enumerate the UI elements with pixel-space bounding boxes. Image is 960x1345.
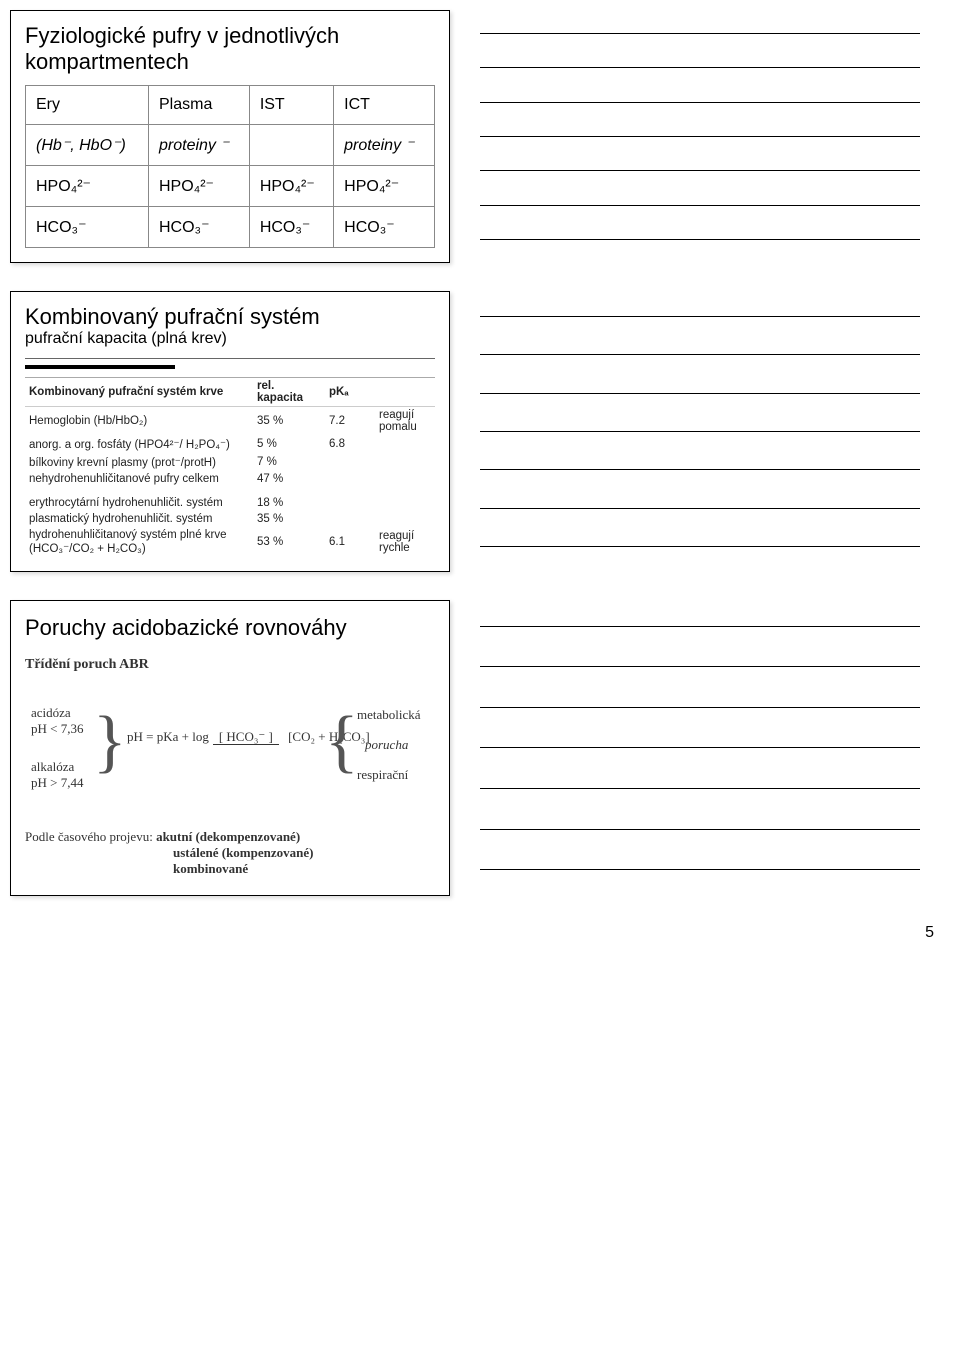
panel1-title: Fyziologické pufry v jednotlivých kompar… <box>25 23 435 75</box>
page-number: 5 <box>10 924 950 942</box>
panel2-subtitle: pufrační kapacita (plná krev) <box>25 330 435 348</box>
table-row: bílkoviny krevní plasmy (prot⁻/protH) 7 … <box>25 453 435 471</box>
th-ict: ICT <box>334 86 435 125</box>
panel3-title: Poruchy acidobazické rovnováhy <box>25 615 435 641</box>
th-system: Kombinovaný pufrační systém krve <box>25 378 253 407</box>
panel-combined-buffer-system: Kombinovaný pufrační systém pufrační kap… <box>10 291 450 572</box>
eq-numerator: [ HCO₃⁻ ] <box>213 729 279 745</box>
notes-lines <box>480 10 920 263</box>
table-row: anorg. a org. fosfáty (HPO4²⁻/ H₂PO₄⁻) 5… <box>25 435 435 453</box>
row-panel-2: Kombinovaný pufrační systém pufrační kap… <box>10 291 950 572</box>
brace-right-icon: { <box>325 707 359 777</box>
label-acidoza: acidóza <box>31 705 71 721</box>
table-row: hydrohenuhličitanový systém plné krve (H… <box>25 527 435 557</box>
row-panel-1: Fyziologické pufry v jednotlivých kompar… <box>10 10 950 263</box>
th-note <box>375 378 435 407</box>
row-panel-3: Poruchy acidobazické rovnováhy Třídění p… <box>10 600 950 896</box>
footer-1: akutní (dekompenzované) <box>156 829 300 844</box>
th-ery: Ery <box>26 86 149 125</box>
table-row: plasmatický hydrohenuhličit. systém 35 % <box>25 511 435 527</box>
footer-label: Podle časového projevu: <box>25 829 153 844</box>
th-plasma: Plasma <box>149 86 250 125</box>
table-row: HCO₃⁻ HCO₃⁻ HCO₃⁻ HCO₃⁻ <box>26 207 435 248</box>
table-capacity: Kombinovaný pufrační systém krve rel. ka… <box>25 377 435 557</box>
table-row: HPO₄²⁻ HPO₄²⁻ HPO₄²⁻ HPO₄²⁻ <box>26 166 435 207</box>
brace-left-icon: } <box>93 707 127 777</box>
abr-heading: Třídění poruch ABR <box>25 657 149 673</box>
label-metabolicka: metabolická <box>357 707 421 723</box>
footer-2: ustálené (kompenzované) <box>173 845 313 861</box>
underline-bar <box>25 365 175 369</box>
table-row: (Hb⁻, HbO⁻) proteiny ⁻ proteiny ⁻ <box>26 125 435 166</box>
table-row: Hemoglobin (Hb/HbO₂) 35 % 7.2 reagují po… <box>25 407 435 436</box>
footer-3: kombinované <box>173 861 248 877</box>
panel-physiological-buffers: Fyziologické pufry v jednotlivých kompar… <box>10 10 450 263</box>
label-acidoza-ph: pH < 7,36 <box>31 721 83 737</box>
th-ist: IST <box>249 86 333 125</box>
th-pka: pKₐ <box>325 378 375 407</box>
label-porucha: porucha <box>365 737 408 753</box>
label-alkaloza-ph: pH > 7,44 <box>31 775 83 791</box>
table-buffers: Ery Plasma IST ICT (Hb⁻, HbO⁻) proteiny … <box>25 85 435 248</box>
notes-lines <box>480 291 920 572</box>
th-relcap: rel. kapacita <box>253 378 325 407</box>
panel-abr-disorders: Poruchy acidobazické rovnováhy Třídění p… <box>10 600 450 896</box>
table-row: erythrocytární hydrohenuhličit. systém 1… <box>25 487 435 511</box>
panel2-title: Kombinovaný pufrační systém <box>25 304 435 330</box>
eq-prefix: pH = pKa + log <box>127 729 209 745</box>
label-respiracni: respirační <box>357 767 408 783</box>
notes-lines <box>480 600 920 896</box>
label-alkaloza: alkalóza <box>31 759 74 775</box>
table-row: nehydrohenuhličitanové pufry celkem 47 % <box>25 471 435 487</box>
abr-diagram: Třídění poruch ABR acidóza pH < 7,36 alk… <box>25 651 435 881</box>
